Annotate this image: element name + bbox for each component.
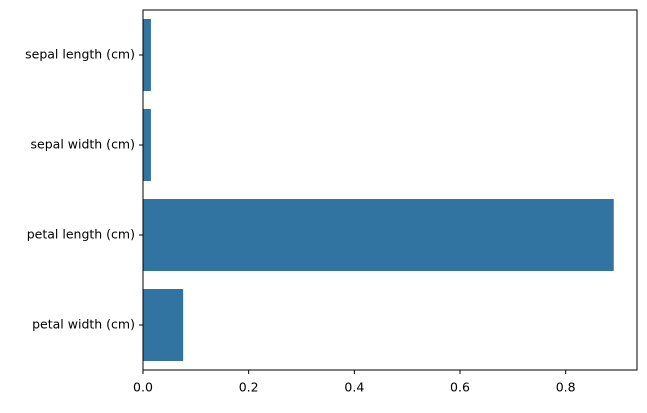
y-tick-label: petal width (cm) [32,317,135,332]
x-tick-label: 0.4 [344,380,364,395]
bar [143,109,151,181]
y-tick-label: sepal length (cm) [25,47,135,62]
axes-frame [142,9,638,371]
bar [143,199,614,271]
bar [143,19,151,91]
y-tick-label: sepal width (cm) [31,137,135,152]
bar [143,289,184,361]
x-tick-label: 0.2 [239,380,259,395]
x-tick-label: 0.6 [450,380,470,395]
x-tick-label: 0.8 [556,380,576,395]
y-tick-label: petal length (cm) [27,227,135,242]
x-tick-label: 0.0 [133,380,153,395]
